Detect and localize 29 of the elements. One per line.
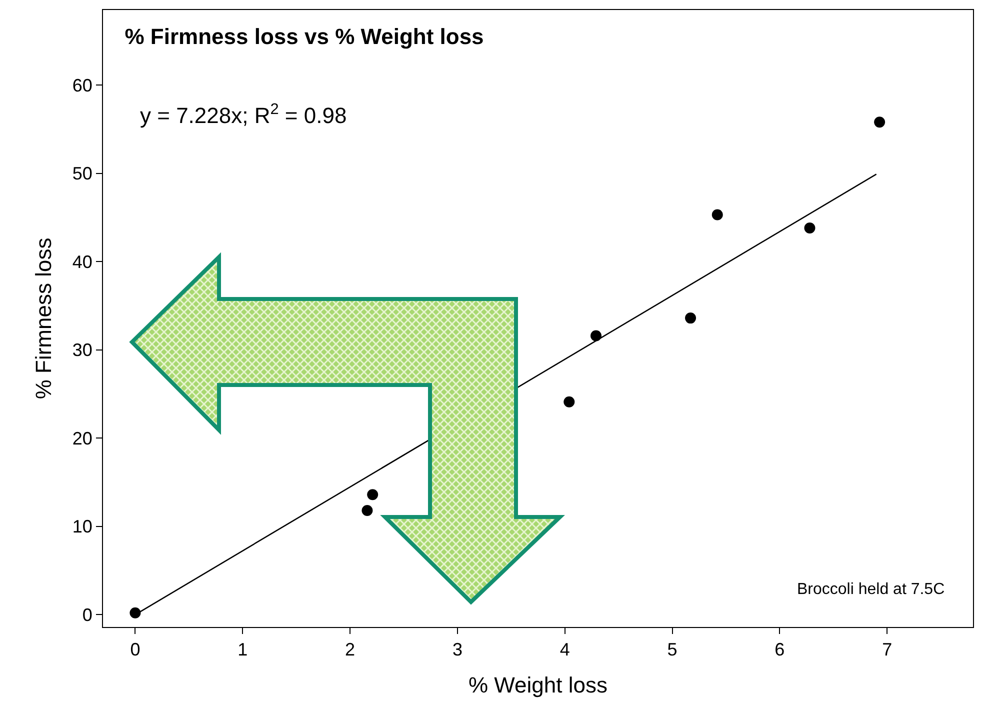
point bbox=[804, 222, 816, 234]
x-tick-label: 6 bbox=[774, 640, 785, 660]
point bbox=[367, 489, 378, 500]
point bbox=[685, 312, 696, 324]
point bbox=[590, 330, 602, 342]
annotation: y = 7.228x; R$^{2}$ = 0.98 bbox=[140, 101, 347, 128]
x-tick-label: 5 bbox=[667, 640, 678, 660]
point bbox=[874, 116, 886, 128]
x-axis-title: % Weight loss bbox=[468, 672, 608, 698]
y-axis-title: % Firmness loss bbox=[31, 238, 56, 400]
point bbox=[362, 504, 373, 516]
x-tick-label: 1 bbox=[238, 640, 248, 660]
point bbox=[130, 607, 141, 618]
point bbox=[712, 209, 723, 220]
text: % Firmness loss vs % Weight loss bbox=[124, 24, 484, 49]
y-tick-label: 30 bbox=[72, 340, 92, 360]
x-tick-label: 4 bbox=[560, 640, 570, 660]
point bbox=[564, 396, 575, 408]
x-tick-label: 0 bbox=[130, 640, 140, 660]
x-tick-label: 3 bbox=[452, 640, 462, 660]
x-tick-label: 7 bbox=[882, 640, 892, 660]
x-tick-label: 2 bbox=[345, 640, 356, 660]
y-tick-label: 50 bbox=[72, 164, 92, 184]
y-tick-label: 40 bbox=[72, 252, 92, 272]
annotation: Broccoli held at 7.5C bbox=[797, 581, 945, 598]
y-tick-label: 10 bbox=[72, 516, 92, 537]
y-tick-label: 20 bbox=[72, 428, 92, 448]
y-tick-label: 60 bbox=[72, 75, 92, 96]
y-tick-label: 0 bbox=[82, 604, 92, 625]
